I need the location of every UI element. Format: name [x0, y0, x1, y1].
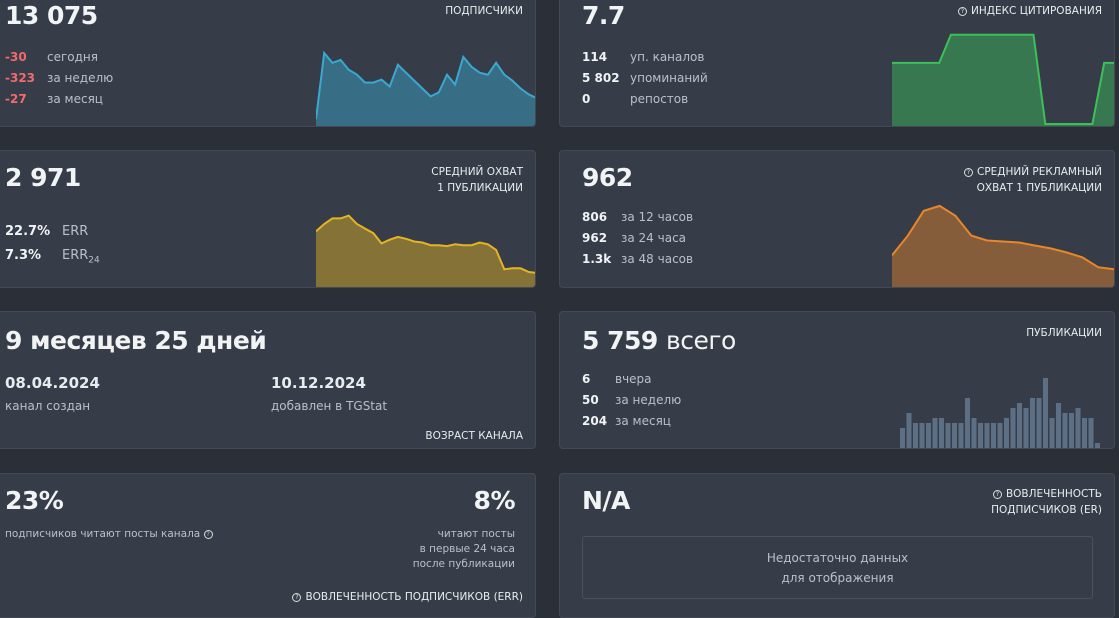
reach-title: СРЕДНИЙ ОХВАТ 1 ПУБЛИКАЦИИ: [431, 166, 523, 194]
posts-bar: [1075, 408, 1081, 448]
stat-row: 1.3k за 48 часов: [582, 252, 694, 266]
subscribers-title: ПОДПИСЧИКИ: [445, 5, 523, 17]
help-icon[interactable]: ?: [957, 6, 967, 16]
err24-row: 7.3% ERR24: [5, 248, 100, 266]
chart-line: [316, 50, 535, 120]
stat-row: 114 уп. каналов: [582, 50, 705, 64]
stat-row: 6 вчера: [582, 372, 652, 386]
stat-row: -30 сегодня: [5, 50, 98, 64]
er-value: N/A: [582, 486, 630, 515]
added-date: 10.12.2024: [271, 374, 366, 392]
stat-row: 50 за неделю: [582, 393, 682, 407]
ad-reach-value: 962: [582, 163, 633, 192]
chart-area: [892, 34, 1114, 126]
chart-line: [892, 204, 1114, 271]
posts-bar: [1095, 443, 1100, 448]
posts-bar: [1082, 418, 1087, 448]
ad-reach-title[interactable]: ? СРЕДНИЙ РЕКЛАМНЫЙ ОХВАТ 1 ПУБЛИКАЦИИ: [963, 164, 1102, 196]
err-title[interactable]: ? ВОВЛЕЧЕННОСТЬ ПОДПИСЧИКОВ (ERR): [292, 589, 523, 605]
err-row: 22.7% ERR: [5, 224, 89, 239]
help-icon[interactable]: ?: [963, 167, 973, 177]
stat-row: 0 репостов: [582, 92, 689, 106]
stat-row: -27 за месяц: [5, 92, 103, 106]
err-label: подписчиков читают посты канала ?: [5, 527, 217, 542]
posts-bar: [919, 423, 925, 448]
posts-bar: [991, 423, 996, 448]
reach-value: 2 971: [5, 163, 81, 192]
posts-bar: [1036, 398, 1042, 448]
age-value: 9 месяцев 25 дней: [5, 326, 267, 355]
posts-bar: [1088, 418, 1094, 448]
posts-bar: [939, 418, 944, 448]
posts-bar: [900, 428, 905, 448]
posts-bar: [1056, 403, 1061, 448]
er-card: N/A ? ВОВЛЕЧЕННОСТЬ ПОДПИСЧИКОВ (ER) Недос…: [559, 473, 1115, 618]
err24-value: 8%: [473, 486, 516, 515]
posts-bar: [913, 423, 918, 448]
posts-bar: [1069, 413, 1074, 448]
subscribers-card: 13 075 ПОДПИСЧИКИ -30 сегодня -323 за неде…: [0, 0, 536, 127]
posts-bar: [997, 423, 1003, 448]
posts-bar: [958, 423, 964, 448]
posts-bar: [1062, 413, 1068, 448]
posts-bar: [926, 423, 931, 448]
posts-bar: [1017, 403, 1022, 448]
err24-label: читают посты в первые 24 часа после публик…: [412, 528, 515, 570]
citation-chart[interactable]: [892, 26, 1115, 126]
created-label: канал создан: [5, 399, 91, 413]
posts-bar: [965, 398, 970, 448]
stat-row: -323 за неделю: [5, 71, 114, 85]
age-title: ВОЗРАСТ КАНАЛА: [425, 430, 523, 442]
posts-bar: [978, 423, 983, 448]
help-icon[interactable]: ?: [992, 489, 1002, 499]
chart-area: [892, 205, 1114, 287]
stat-row: 962 за 24 часа: [582, 231, 687, 245]
reach-card: 2 971 СРЕДНИЙ ОХВАТ 1 ПУБЛИКАЦИИ 22.7% ERR…: [0, 150, 536, 288]
posts-bar: [1023, 408, 1029, 448]
subscribers-value: 13 075: [5, 1, 98, 30]
posts-bar: [906, 413, 912, 448]
chart-area: [316, 215, 535, 287]
stat-row: 204 за месяц: [582, 414, 671, 428]
posts-bar: [971, 418, 977, 448]
help-icon[interactable]: ?: [292, 592, 302, 602]
age-card: 9 месяцев 25 дней 08.04.2024 канал созда…: [0, 311, 536, 449]
posts-bar: [945, 423, 951, 448]
er-title[interactable]: ? ВОВЛЕЧЕННОСТЬ ПОДПИСЧИКОВ (ER): [991, 488, 1102, 516]
help-icon[interactable]: ?: [203, 529, 213, 539]
chart-line: [892, 33, 1114, 125]
reach-chart[interactable]: [316, 207, 536, 287]
stat-row: 5 802 упоминаний: [582, 71, 708, 85]
posts-chart[interactable]: [900, 373, 1110, 448]
posts-bar: [932, 418, 938, 448]
added-label: добавлен в TGStat: [271, 399, 388, 413]
ad-reach-chart[interactable]: [892, 197, 1114, 287]
created-date: 08.04.2024: [5, 374, 100, 392]
posts-bar: [1004, 418, 1009, 448]
err-card: 23% подписчиков читают посты канала ? 8%…: [0, 473, 536, 618]
posts-bar: [1043, 378, 1048, 448]
subscribers-chart[interactable]: [316, 46, 536, 126]
posts-bar: [952, 423, 957, 448]
posts-bar: [1010, 408, 1016, 448]
citation-card: 7.7 ? ИНДЕКС ЦИТИРОВАНИЯ 114 уп. каналов 5…: [559, 0, 1115, 127]
posts-card: 5 759 всего ПУБЛИКАЦИИ 6 вчера 50 за недел…: [559, 311, 1115, 449]
posts-bar: [1030, 398, 1035, 448]
err-value: 23%: [5, 486, 64, 515]
ad-reach-card: 962 ? СРЕДНИЙ РЕКЛАМНЫЙ ОХВАТ 1 ПУБЛИКАЦИИ…: [559, 150, 1115, 288]
citation-title[interactable]: ? ИНДЕКС ЦИТИРОВАНИЯ: [957, 3, 1102, 19]
chart-area: [316, 53, 535, 126]
chart-line: [316, 214, 535, 274]
empty-state: Недостаточно данных для отображения: [582, 536, 1093, 599]
citation-value: 7.7: [582, 1, 625, 30]
posts-value: 5 759 всего: [582, 326, 736, 355]
posts-bar: [984, 423, 990, 448]
stat-row: 806 за 12 часов: [582, 210, 694, 224]
posts-bar: [1049, 418, 1055, 448]
posts-title: ПУБЛИКАЦИИ: [1026, 327, 1102, 339]
